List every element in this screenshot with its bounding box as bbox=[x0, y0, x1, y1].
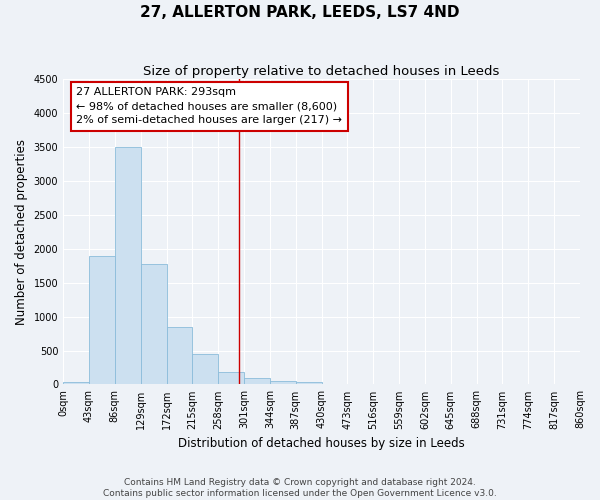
Bar bbox=[140, 264, 167, 384]
Y-axis label: Number of detached properties: Number of detached properties bbox=[15, 139, 28, 325]
Bar bbox=[89, 256, 115, 384]
Bar bbox=[218, 372, 244, 384]
Text: Contains HM Land Registry data © Crown copyright and database right 2024.
Contai: Contains HM Land Registry data © Crown c… bbox=[103, 478, 497, 498]
Bar bbox=[270, 380, 296, 384]
Bar bbox=[296, 382, 322, 384]
Title: Size of property relative to detached houses in Leeds: Size of property relative to detached ho… bbox=[143, 65, 500, 78]
Bar bbox=[244, 378, 270, 384]
Text: 27 ALLERTON PARK: 293sqm
← 98% of detached houses are smaller (8,600)
2% of semi: 27 ALLERTON PARK: 293sqm ← 98% of detach… bbox=[76, 88, 342, 126]
Text: 27, ALLERTON PARK, LEEDS, LS7 4ND: 27, ALLERTON PARK, LEEDS, LS7 4ND bbox=[140, 5, 460, 20]
Bar bbox=[115, 147, 140, 384]
X-axis label: Distribution of detached houses by size in Leeds: Distribution of detached houses by size … bbox=[178, 437, 465, 450]
Bar bbox=[167, 327, 193, 384]
Bar bbox=[63, 382, 89, 384]
Bar bbox=[193, 354, 218, 384]
